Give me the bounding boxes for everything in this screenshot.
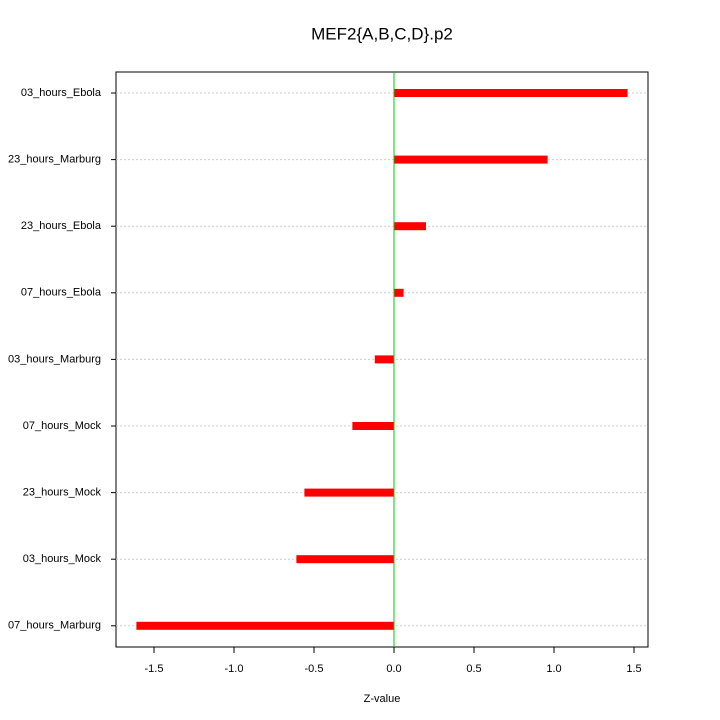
- bar: [374, 355, 394, 364]
- chart-title: MEF2{A,B,C,D}.p2: [311, 24, 453, 43]
- y-tick-label: 23_hours_Mock: [23, 487, 102, 499]
- bar: [394, 89, 628, 97]
- bar: [296, 555, 394, 564]
- bar: [394, 155, 548, 164]
- x-tick-label: -1.5: [145, 663, 164, 675]
- y-tick-label: 03_hours_Marburg: [8, 353, 101, 365]
- bar: [394, 288, 404, 297]
- bar: [352, 422, 394, 430]
- y-tick-label: 23_hours_Ebola: [21, 220, 102, 232]
- bar: [394, 222, 426, 231]
- y-tick-label: 07_hours_Mock: [23, 420, 102, 432]
- x-tick-label: -0.5: [305, 663, 324, 675]
- y-tick-label: 03_hours_Mock: [23, 553, 102, 565]
- x-tick-label: 1.5: [626, 663, 641, 675]
- x-tick-label: 0.0: [386, 663, 401, 675]
- x-tick-label: 1.0: [546, 663, 561, 675]
- y-tick-label: 23_hours_Marburg: [8, 154, 101, 166]
- x-axis-label: Z-value: [364, 693, 401, 705]
- y-tick-label: 07_hours_Ebola: [21, 287, 102, 299]
- bar: [304, 488, 394, 497]
- x-tick-label: -1.0: [225, 663, 244, 675]
- bar: [136, 621, 394, 630]
- y-tick-label: 03_hours_Ebola: [21, 87, 102, 99]
- y-tick-label: 07_hours_Marburg: [8, 620, 101, 632]
- x-tick-label: 0.5: [466, 663, 481, 675]
